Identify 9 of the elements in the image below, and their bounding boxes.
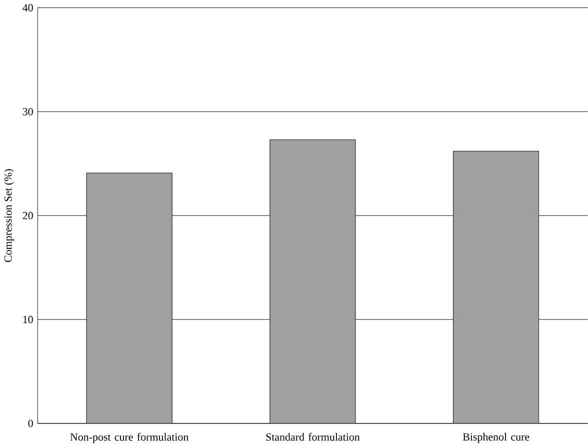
y-tick-label: 30 bbox=[22, 108, 33, 116]
y-tick-label: 40 bbox=[22, 4, 33, 12]
x-tick-label: Non-post cure formulation bbox=[70, 432, 189, 443]
y-axis-title: Compression Set (%) bbox=[4, 169, 14, 262]
x-tick-label: Bisphenol cure bbox=[462, 432, 530, 443]
y-tick-label: 0 bbox=[28, 420, 33, 428]
x-tick-label: Standard formulation bbox=[266, 432, 360, 441]
y-tick-label: 10 bbox=[23, 316, 33, 324]
y-tick-label: 20 bbox=[22, 212, 33, 220]
